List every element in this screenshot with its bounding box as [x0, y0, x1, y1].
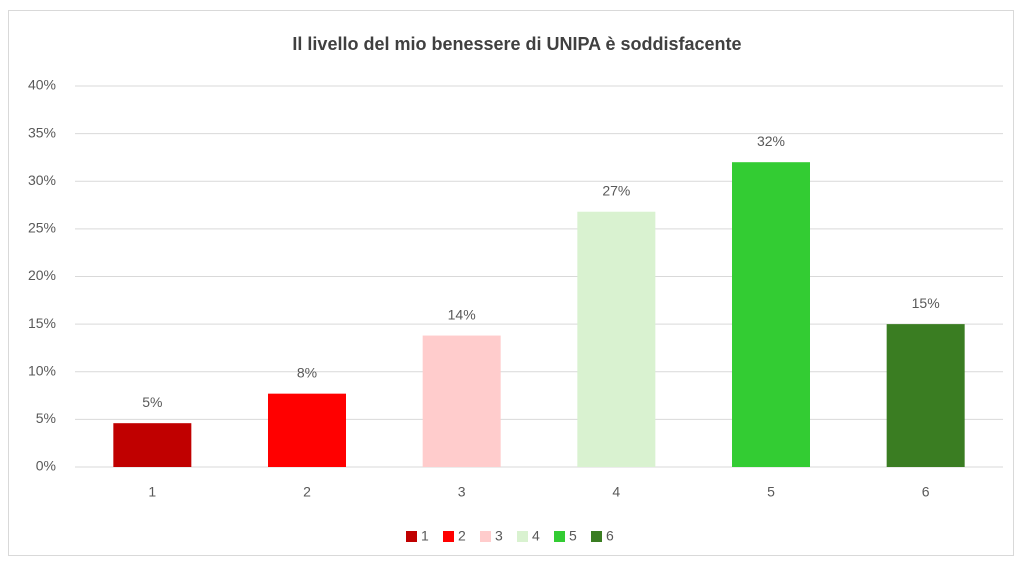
y-tick-label: 0%	[36, 458, 56, 474]
x-tick-label: 6	[922, 484, 930, 500]
chart-title: Il livello del mio benessere di UNIPA è …	[292, 34, 741, 54]
legend-label: 5	[569, 528, 577, 544]
chart-border	[8, 10, 1014, 556]
y-tick-label: 20%	[28, 267, 56, 283]
legend-swatch	[591, 531, 602, 542]
y-tick-label: 40%	[28, 77, 56, 93]
data-label: 32%	[757, 133, 785, 149]
y-tick-label: 35%	[28, 124, 56, 140]
data-label: 5%	[142, 394, 162, 410]
data-label: 8%	[297, 364, 317, 380]
legend-swatch	[406, 531, 417, 542]
x-tick-label: 1	[148, 484, 156, 500]
bar	[732, 162, 810, 467]
data-label: 14%	[448, 306, 476, 322]
bar	[268, 393, 346, 467]
legend-label: 6	[606, 528, 614, 544]
x-tick-label: 5	[767, 484, 775, 500]
y-tick-label: 30%	[28, 172, 56, 188]
legend-swatch	[480, 531, 491, 542]
bar	[422, 335, 501, 467]
legend-swatch	[443, 531, 454, 542]
y-tick-label: 5%	[36, 410, 56, 426]
bar	[113, 423, 192, 467]
legend-label: 2	[458, 528, 466, 544]
data-label: 27%	[602, 182, 630, 198]
legend-label: 3	[495, 528, 503, 544]
data-label: 15%	[912, 295, 940, 311]
x-tick-label: 4	[612, 484, 620, 500]
y-tick-label: 10%	[28, 362, 56, 378]
x-tick-label: 3	[458, 484, 466, 500]
legend-label: 4	[532, 528, 540, 544]
legend-label: 1	[421, 528, 429, 544]
bar	[577, 211, 656, 467]
legend-swatch	[517, 531, 528, 542]
y-tick-label: 15%	[28, 315, 56, 331]
bar	[886, 324, 965, 467]
x-tick-label: 2	[303, 484, 311, 500]
y-tick-label: 25%	[28, 220, 56, 236]
legend-swatch	[554, 531, 565, 542]
